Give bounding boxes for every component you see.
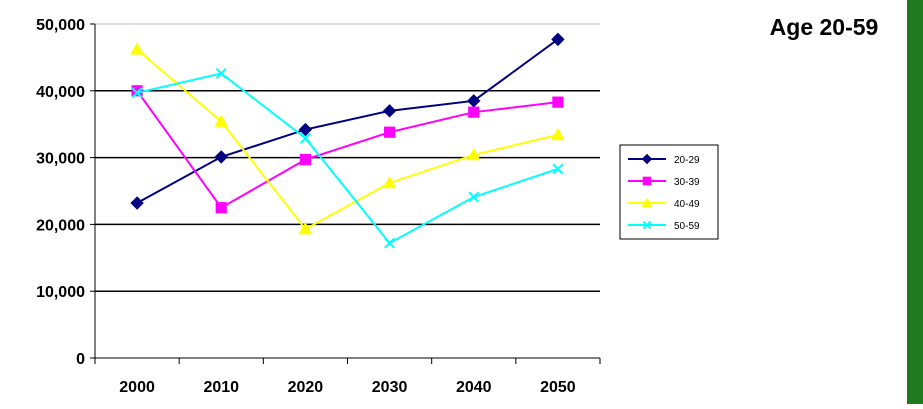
- data-point-stroke: [552, 163, 564, 175]
- right-edge-bar: [907, 0, 923, 404]
- series-50-59: [131, 67, 564, 249]
- data-point: [551, 32, 565, 47]
- data-point: [298, 222, 313, 235]
- legend-label: 50-59: [674, 221, 700, 232]
- y-axis-tick-labels: 0 10,000 20,000 30,000 40,000 50,000: [36, 17, 85, 368]
- data-point: [383, 126, 396, 138]
- axes: [90, 23, 601, 364]
- x-tick-label: 2020: [288, 379, 324, 396]
- data-point: [552, 96, 564, 108]
- x-tick-label: 2050: [540, 379, 576, 396]
- x-tick-label: 2040: [456, 379, 492, 396]
- x-axis-tick-labels: 2000 2010 2020 2030 2040 2050: [119, 379, 576, 396]
- data-point-stroke: [384, 237, 396, 249]
- y-tick-label: 20,000: [36, 217, 85, 234]
- series-line: [136, 90, 559, 210]
- data-point: [642, 176, 652, 186]
- data-point: [214, 150, 228, 164]
- data-point: [551, 127, 565, 141]
- gridlines: [95, 23, 600, 292]
- legend-label: 20-29: [674, 155, 700, 166]
- data-point-stroke: [215, 67, 227, 79]
- legend-item: 20-29: [628, 153, 700, 166]
- series-line: [136, 72, 559, 245]
- legend-item: 50-59: [628, 220, 700, 232]
- data-point: [642, 220, 652, 230]
- data-point: [466, 147, 481, 161]
- data-point: [384, 237, 396, 249]
- y-tick-label: 30,000: [36, 151, 85, 168]
- legend-item: 40-49: [628, 197, 700, 210]
- data-point: [382, 104, 397, 118]
- y-tick-label: 50,000: [36, 17, 85, 34]
- data-point: [298, 122, 313, 137]
- legend-label: 40-49: [674, 199, 700, 210]
- series-30-39: [131, 85, 564, 214]
- data-point: [382, 175, 397, 189]
- data-point: [299, 132, 311, 144]
- series-line: [136, 38, 559, 204]
- data-point: [299, 154, 312, 166]
- legend-box: [619, 144, 719, 240]
- data-point: [215, 67, 227, 79]
- y-tick-label: 10,000: [36, 284, 85, 301]
- legend-item: 30-39: [628, 176, 700, 188]
- data-point: [131, 87, 143, 99]
- data-point-stroke: [131, 87, 143, 99]
- data-point-stroke: [299, 132, 311, 144]
- data-point: [468, 106, 480, 118]
- data-point: [641, 197, 653, 208]
- data-point: [214, 114, 229, 127]
- data-point: [130, 42, 144, 55]
- data-point: [552, 163, 564, 175]
- y-tick-label: 40,000: [36, 84, 85, 101]
- series-40-49: [130, 42, 565, 235]
- series-20-29: [130, 32, 565, 210]
- x-tick-label: 2010: [203, 379, 239, 396]
- y-tick-label: 0: [76, 351, 85, 368]
- data-point: [130, 196, 144, 210]
- data-point-stroke: [642, 220, 652, 230]
- data-point-stroke: [468, 191, 480, 203]
- data-point: [131, 85, 143, 97]
- series-lines: [130, 32, 565, 249]
- legend: 20-29 30-39 40-49 50-59: [619, 144, 719, 240]
- data-point: [468, 191, 480, 203]
- data-point: [215, 202, 227, 214]
- series-line: [136, 48, 559, 231]
- chart-title: Age 20-59: [770, 14, 879, 40]
- legend-label: 30-39: [674, 177, 700, 188]
- data-point: [641, 153, 653, 165]
- x-tick-label: 2030: [372, 379, 408, 396]
- x-tick-label: 2000: [119, 379, 155, 396]
